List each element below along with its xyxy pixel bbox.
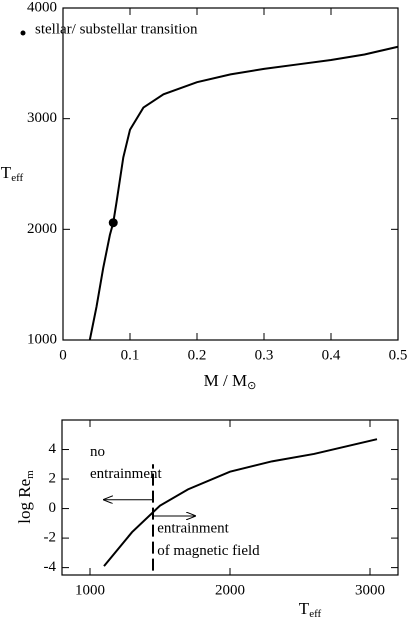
x-tick-label: 0.4 (322, 347, 341, 363)
axis-label-sub: ⊙ (247, 380, 256, 392)
annotation: of magnetic field (157, 543, 260, 559)
axis-label: M / M⊙ (204, 371, 257, 392)
x-tick-label: 0.2 (188, 347, 207, 363)
legend-label: stellar/ substellar transition (35, 21, 198, 37)
annotation: no (90, 444, 105, 460)
axis-label-sub: m (24, 470, 36, 479)
x-tick-label: 0.3 (255, 347, 274, 363)
axis-label-sub: eff (11, 172, 23, 184)
x-tick-label: 2000 (215, 582, 245, 598)
x-tick-label: 0.5 (389, 347, 408, 363)
curve (88, 45, 399, 341)
plot-frame (62, 7, 399, 341)
annotation: entrainment (157, 521, 229, 537)
annotation: entrainment (90, 466, 162, 482)
axis-label: log Rem (15, 470, 36, 524)
x-tick-label: 0.1 (121, 347, 140, 363)
x-tick-label: 3000 (355, 582, 385, 598)
axis-label: Teff (1, 163, 24, 184)
y-tick-label: 4 (49, 441, 57, 457)
axis-label-main: T (299, 599, 310, 618)
axis-label-main: T (1, 163, 12, 182)
y-tick-label: 3000 (27, 110, 57, 126)
y-tick-label: -2 (44, 530, 57, 546)
axis-label-sub: eff (309, 608, 321, 620)
axis-label: Teff (299, 599, 322, 620)
legend-marker (20, 30, 26, 36)
y-tick-label: 0 (49, 500, 57, 516)
y-tick-label: 1000 (27, 331, 57, 347)
marker (108, 218, 118, 228)
curve (103, 438, 378, 567)
x-tick-label: 0 (59, 347, 67, 363)
y-tick-label: -4 (44, 559, 57, 575)
axis-label-main: M / M (204, 371, 247, 390)
y-tick-label: 2 (49, 470, 57, 486)
y-tick-label: 4000 (27, 0, 57, 15)
x-tick-label: 1000 (75, 582, 105, 598)
axis-label-main: log Re (15, 479, 34, 524)
y-tick-label: 2000 (27, 221, 57, 237)
